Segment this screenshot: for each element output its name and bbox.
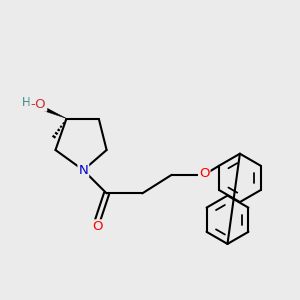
Polygon shape [34, 103, 67, 118]
Text: O: O [199, 167, 209, 180]
Text: O: O [92, 220, 103, 233]
Text: H: H [22, 96, 31, 109]
Text: N: N [79, 164, 88, 177]
Text: -O: -O [31, 98, 46, 111]
